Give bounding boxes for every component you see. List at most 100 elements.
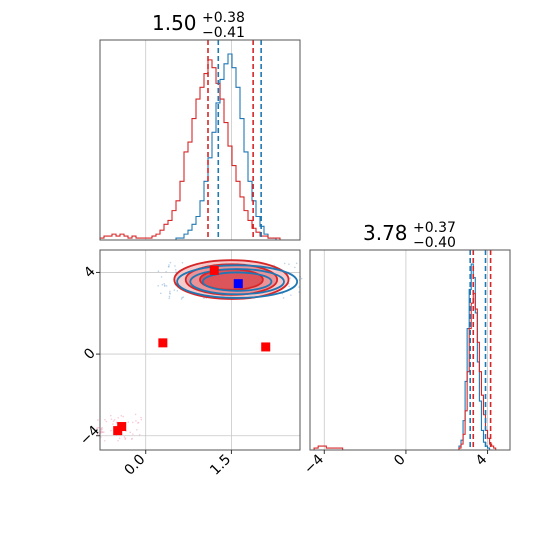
scatter-point (140, 418, 143, 421)
scatter-point (288, 285, 290, 288)
scatter-point (101, 431, 104, 433)
scatter-point (283, 262, 286, 265)
scatter-point (169, 290, 171, 293)
scatter-point (165, 285, 168, 287)
y-tick-label: −4 (77, 423, 103, 449)
scatter-point (113, 419, 116, 421)
scatter-point (122, 415, 125, 418)
marker-square (261, 342, 271, 352)
scatter-point (169, 261, 172, 264)
contour-blue (189, 268, 285, 296)
scatter-point (124, 438, 127, 440)
scatter-point (294, 266, 296, 269)
scatter-point (160, 276, 163, 278)
scatter-point (115, 421, 118, 424)
scatter-point (181, 296, 184, 299)
scatter-point (110, 429, 112, 432)
scatter-point (97, 426, 100, 429)
scatter-point (134, 413, 137, 416)
y-tick-label: 0 (81, 345, 99, 363)
scatter-point (97, 431, 99, 434)
scatter-point (163, 285, 166, 287)
scatter-point (157, 270, 160, 272)
scatter-point (110, 414, 112, 417)
scatter-point (163, 283, 166, 285)
joint-panel-frame (99, 249, 301, 451)
scatter-point (159, 292, 162, 295)
title-right: 3.78 +0.37 −0.40 (363, 220, 456, 251)
scatter-point (290, 294, 292, 296)
x-tick-label: 0.0 (121, 452, 148, 479)
scatter-point (138, 433, 141, 436)
scatter-point (174, 265, 176, 267)
scatter-point (173, 289, 176, 291)
scatter-point (132, 421, 134, 424)
marker-square (233, 279, 243, 289)
scatter-point (140, 416, 142, 419)
scatter-panel-joint: 0.0 1.5 −4 0 4 (77, 249, 303, 479)
x-tick-label: 0 (391, 452, 409, 470)
scatter-point (157, 284, 159, 287)
right-panel-frame (309, 249, 511, 451)
scatter-point (117, 439, 119, 442)
scatter-point (169, 292, 171, 295)
scatter-point (174, 269, 177, 271)
scatter-point (135, 429, 138, 431)
x-tick-label: 1.5 (207, 452, 234, 479)
scatter-point (96, 433, 99, 436)
scatter-point (203, 297, 205, 299)
histogram-panel-top (99, 39, 301, 241)
x-tick-label: −4 (301, 451, 327, 477)
scatter-point (288, 263, 290, 265)
histogram-series-2 (313, 445, 344, 450)
scatter-point (129, 431, 132, 434)
scatter-point (137, 421, 140, 424)
title-right-plus: +0.37 (413, 220, 456, 236)
scatter-point (105, 420, 108, 423)
scatter-point (127, 421, 130, 423)
title-top-minus: −0.41 (202, 25, 245, 41)
x-tick-label: 4 (473, 451, 491, 469)
scatter-point (168, 295, 171, 298)
scatter-point (131, 437, 133, 440)
scatter-point (181, 261, 184, 264)
histogram-series-0 (100, 53, 300, 241)
scatter-point (295, 262, 298, 265)
scatter-point (167, 265, 170, 268)
y-tick-label: 4 (81, 264, 99, 282)
scatter-point (282, 297, 285, 299)
scatter-point (289, 277, 291, 279)
scatter-point (168, 297, 171, 300)
title-top-plus: +0.38 (202, 10, 245, 26)
scatter-point (298, 286, 300, 288)
scatter-point (168, 264, 170, 266)
title-top: 1.50 +0.38 −0.41 (152, 10, 245, 41)
top-panel-frame (99, 39, 301, 241)
contour-blue (176, 264, 299, 299)
scatter-point (117, 417, 119, 419)
scatter-point (120, 414, 123, 417)
marker-square (209, 265, 219, 275)
scatter-point (176, 289, 179, 292)
title-right-median: 3.78 (363, 221, 408, 245)
scatter-point (161, 283, 164, 286)
title-right-minus: −0.40 (413, 235, 456, 251)
scatter-point (180, 298, 183, 300)
scatter-point (300, 277, 303, 280)
scatter-point (135, 420, 137, 422)
title-top-median: 1.50 (152, 11, 197, 35)
scatter-point (96, 428, 98, 430)
marker-square (158, 338, 168, 348)
scatter-point (110, 418, 113, 420)
histogram-panel-right: −4 0 4 (301, 249, 511, 477)
scatter-point (118, 437, 121, 440)
scatter-point (165, 270, 167, 273)
scatter-point (112, 423, 114, 425)
contour-blue (201, 271, 273, 292)
scatter-point (103, 431, 105, 433)
marker-square (113, 426, 123, 436)
scatter-point (97, 419, 99, 421)
scatter-point (100, 428, 103, 430)
scatter-point (103, 439, 106, 442)
